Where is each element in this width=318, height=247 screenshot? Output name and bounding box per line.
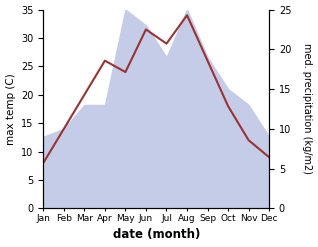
- Y-axis label: max temp (C): max temp (C): [5, 73, 16, 145]
- Y-axis label: med. precipitation (kg/m2): med. precipitation (kg/m2): [302, 43, 313, 174]
- X-axis label: date (month): date (month): [113, 228, 200, 242]
